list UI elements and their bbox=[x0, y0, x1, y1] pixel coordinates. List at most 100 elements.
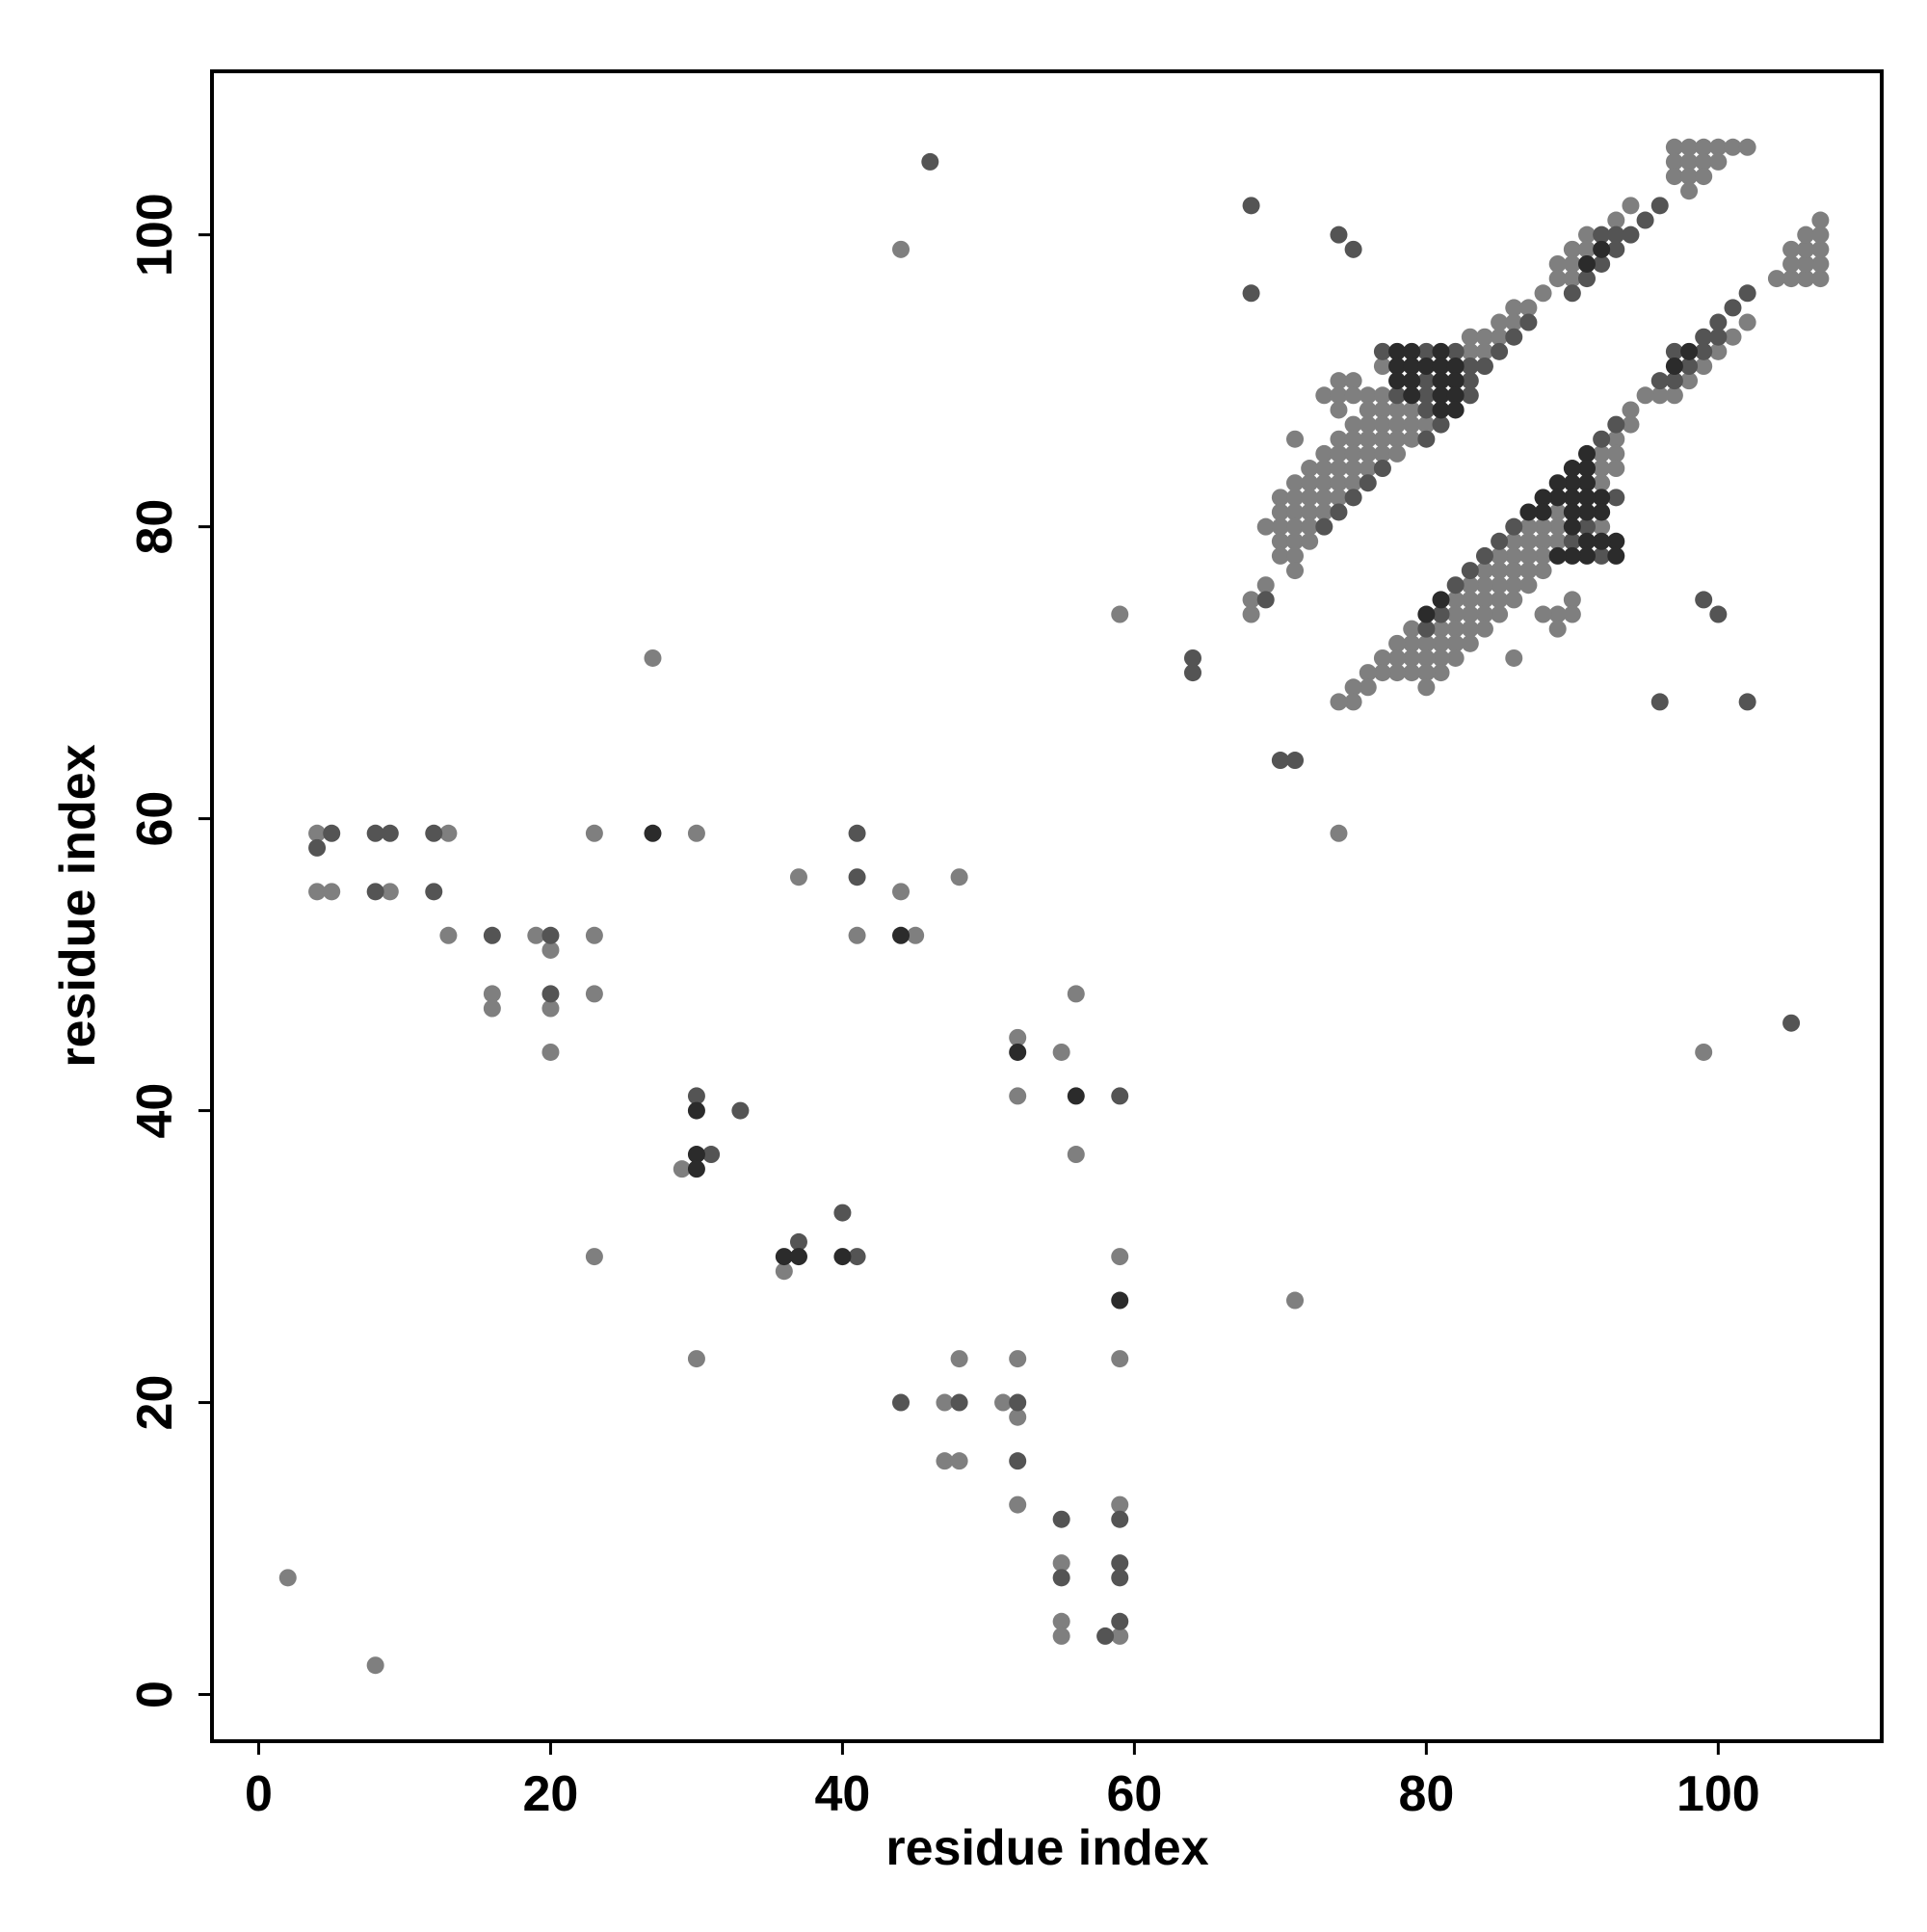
point bbox=[1446, 591, 1465, 609]
point bbox=[731, 1101, 750, 1120]
point bbox=[1373, 415, 1391, 434]
point bbox=[1403, 386, 1421, 405]
point bbox=[1636, 386, 1654, 405]
y-tick-label: 20 bbox=[127, 1375, 183, 1431]
point bbox=[1359, 430, 1377, 448]
x-tick-label: 80 bbox=[1398, 1766, 1454, 1822]
point bbox=[1650, 386, 1669, 405]
point bbox=[1373, 460, 1391, 478]
point bbox=[1403, 430, 1421, 448]
point bbox=[1461, 634, 1479, 652]
point bbox=[1475, 562, 1493, 580]
x-tick-label: 0 bbox=[245, 1766, 273, 1822]
point bbox=[1650, 197, 1669, 215]
point bbox=[1577, 532, 1596, 550]
point bbox=[1344, 474, 1362, 492]
point bbox=[1461, 605, 1479, 623]
point bbox=[1111, 1569, 1129, 1587]
point bbox=[1577, 474, 1596, 492]
point bbox=[1388, 342, 1407, 360]
point bbox=[1388, 430, 1407, 448]
point bbox=[1330, 824, 1348, 842]
point bbox=[1475, 576, 1493, 595]
point bbox=[1680, 342, 1699, 360]
point bbox=[585, 926, 603, 944]
point bbox=[1301, 503, 1319, 521]
point bbox=[1330, 474, 1348, 492]
point bbox=[1052, 1612, 1070, 1630]
point bbox=[1680, 372, 1699, 390]
point bbox=[1330, 225, 1348, 244]
point bbox=[1417, 430, 1436, 448]
point bbox=[1709, 152, 1728, 171]
point bbox=[1432, 664, 1450, 682]
point bbox=[1271, 489, 1289, 507]
point bbox=[1534, 489, 1552, 507]
point bbox=[1388, 664, 1407, 682]
point bbox=[1563, 605, 1581, 623]
point bbox=[1534, 532, 1552, 550]
point bbox=[1242, 284, 1260, 303]
point bbox=[1373, 342, 1391, 360]
point bbox=[1009, 1452, 1027, 1470]
point bbox=[1417, 605, 1436, 623]
point bbox=[848, 1248, 866, 1266]
point bbox=[1344, 489, 1362, 507]
point bbox=[1067, 985, 1085, 1003]
point bbox=[541, 985, 560, 1003]
point bbox=[1111, 1627, 1129, 1645]
point bbox=[1052, 1510, 1070, 1528]
point bbox=[366, 883, 384, 901]
point bbox=[1009, 1393, 1027, 1412]
point bbox=[1403, 372, 1421, 390]
point bbox=[1388, 415, 1407, 434]
point bbox=[1315, 503, 1333, 521]
point bbox=[1505, 532, 1523, 550]
point bbox=[1446, 634, 1465, 652]
point bbox=[1475, 605, 1493, 623]
point bbox=[1563, 240, 1581, 258]
point bbox=[1403, 401, 1421, 419]
point bbox=[1417, 386, 1436, 405]
point bbox=[1475, 342, 1493, 360]
point bbox=[1563, 284, 1581, 303]
point bbox=[1665, 386, 1683, 405]
point bbox=[1301, 489, 1319, 507]
point bbox=[1695, 152, 1713, 171]
point bbox=[1680, 152, 1699, 171]
point bbox=[1782, 254, 1801, 273]
point bbox=[1622, 415, 1640, 434]
point bbox=[1417, 415, 1436, 434]
point bbox=[1593, 430, 1611, 448]
point bbox=[1680, 138, 1699, 156]
point bbox=[1403, 342, 1421, 360]
point bbox=[1519, 576, 1538, 595]
point bbox=[1548, 517, 1567, 536]
point bbox=[1563, 474, 1581, 492]
point bbox=[1519, 313, 1538, 331]
point bbox=[1505, 328, 1523, 346]
point bbox=[1432, 386, 1450, 405]
point bbox=[1111, 1554, 1129, 1573]
point bbox=[1388, 386, 1407, 405]
point bbox=[1286, 562, 1305, 580]
point bbox=[585, 824, 603, 842]
point bbox=[1738, 138, 1756, 156]
point bbox=[541, 940, 560, 959]
y-tick-label: 80 bbox=[127, 499, 183, 555]
point bbox=[1607, 211, 1625, 229]
point bbox=[1344, 372, 1362, 390]
point bbox=[1548, 532, 1567, 550]
point bbox=[921, 152, 939, 171]
point bbox=[366, 824, 384, 842]
point bbox=[1548, 546, 1567, 565]
point bbox=[950, 1452, 968, 1470]
point bbox=[1534, 517, 1552, 536]
point bbox=[278, 1569, 297, 1587]
point bbox=[1491, 342, 1509, 360]
point bbox=[1111, 1350, 1129, 1368]
point bbox=[1505, 546, 1523, 565]
point bbox=[1330, 386, 1348, 405]
point bbox=[1724, 328, 1742, 346]
point bbox=[1563, 517, 1581, 536]
